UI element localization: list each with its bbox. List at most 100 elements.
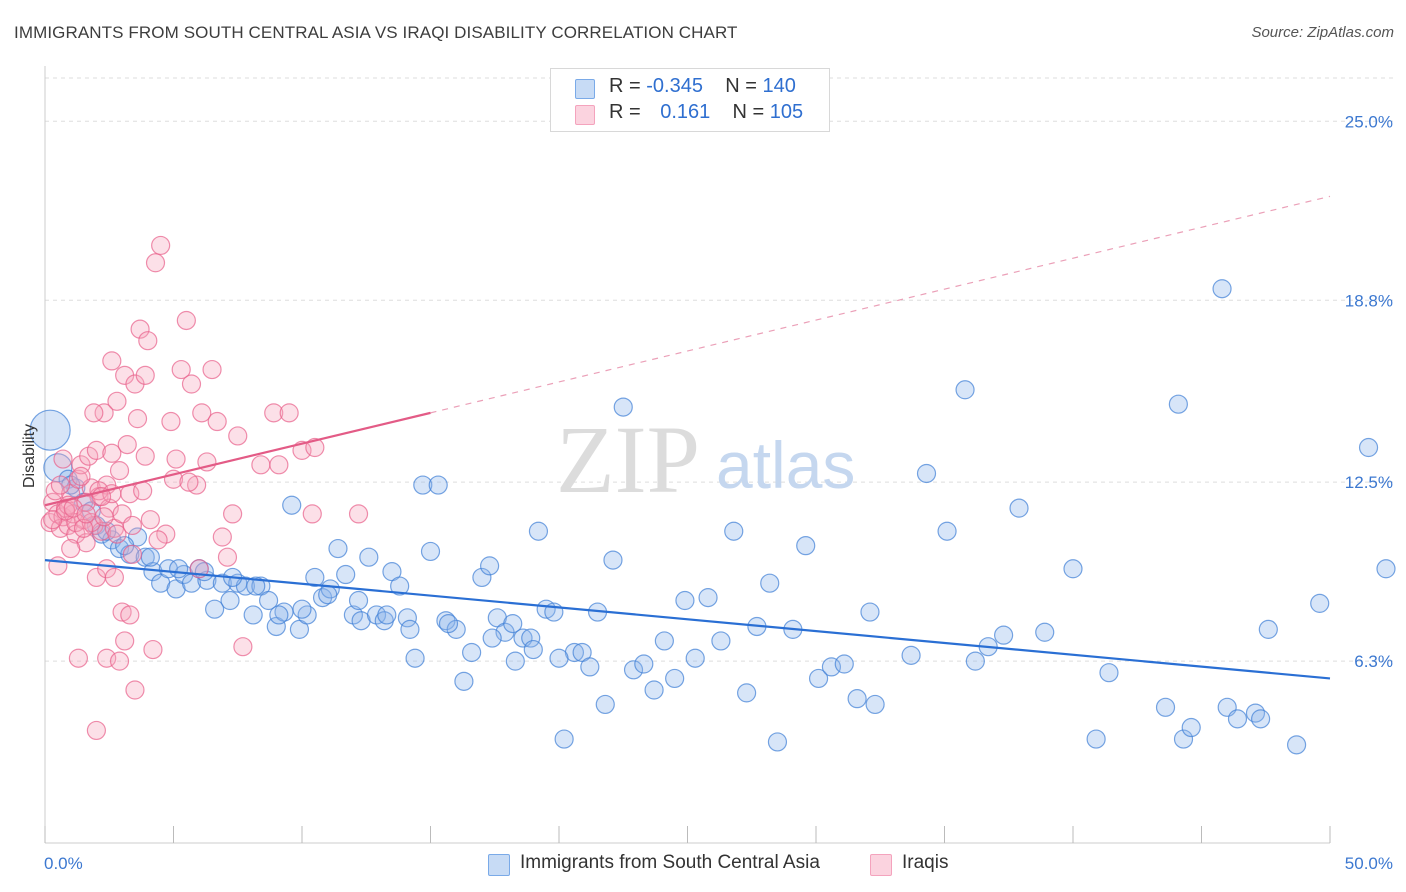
data-point	[480, 556, 500, 576]
data-point	[348, 590, 369, 611]
bottom-legend-label: Immigrants from South Central Asia	[520, 852, 820, 873]
data-point	[505, 651, 525, 671]
data-point	[243, 605, 263, 625]
data-point	[169, 559, 189, 579]
data-point	[1063, 559, 1083, 579]
data-point	[29, 409, 71, 451]
data-point	[438, 614, 459, 634]
data-point	[68, 648, 89, 668]
data-point	[528, 521, 549, 541]
data-point	[413, 475, 433, 495]
data-point	[115, 631, 135, 651]
data-point	[246, 576, 266, 596]
data-point	[151, 235, 171, 256]
data-point	[251, 455, 271, 475]
legend-r-label: R =	[609, 101, 647, 123]
data-point	[536, 599, 556, 619]
data-point	[1227, 709, 1248, 729]
data-point	[328, 538, 348, 559]
data-point	[73, 518, 94, 538]
data-point	[50, 475, 71, 495]
legend-r-value: -0.345	[646, 75, 703, 97]
data-point	[348, 504, 369, 524]
data-point	[318, 585, 338, 605]
data-point	[53, 449, 73, 469]
y-axis-label: Disability	[21, 424, 38, 488]
data-point	[205, 599, 225, 619]
data-point	[86, 440, 107, 460]
data-point	[305, 437, 325, 458]
data-point	[48, 556, 68, 576]
data-point	[644, 680, 664, 700]
data-point	[223, 504, 243, 524]
data-point	[212, 573, 232, 593]
data-point	[675, 590, 695, 611]
data-point	[724, 521, 744, 541]
data-point	[454, 671, 474, 691]
data-point	[698, 588, 718, 608]
data-point	[1009, 498, 1029, 518]
data-point	[122, 515, 142, 536]
data-point	[865, 694, 885, 715]
trend-line-iraqis	[44, 411, 431, 507]
y-tick-label: 6.3%	[1354, 652, 1393, 671]
data-point	[258, 590, 279, 611]
data-point	[187, 475, 207, 495]
data-point	[472, 567, 492, 588]
series-iraqis-points	[40, 235, 369, 741]
data-point	[86, 720, 107, 741]
data-point	[965, 651, 985, 671]
legend-n-label: N =	[732, 101, 770, 123]
data-point	[171, 359, 191, 380]
data-point	[220, 590, 240, 611]
watermark: ZIP atlas	[556, 406, 855, 513]
data-point	[109, 651, 130, 671]
data-point	[179, 472, 199, 492]
data-point	[135, 365, 155, 385]
data-point	[94, 403, 114, 423]
x-tick-label: 50.0%	[1345, 854, 1393, 873]
data-point	[102, 351, 122, 371]
data-point	[94, 507, 114, 527]
data-point	[1251, 709, 1271, 729]
data-point	[279, 403, 299, 423]
data-point	[109, 461, 130, 481]
data-point	[127, 409, 148, 429]
data-point	[359, 547, 379, 567]
data-point	[685, 648, 705, 668]
data-point	[613, 397, 633, 417]
correlation-legend: R = -0.345 N = 140 R = 0.161 N = 105	[550, 68, 830, 132]
data-point	[76, 504, 96, 524]
data-point	[737, 683, 757, 703]
data-point	[397, 608, 417, 628]
data-point	[1173, 729, 1194, 749]
data-point	[217, 547, 238, 567]
legend-n-value: 105	[769, 101, 804, 123]
data-point	[305, 567, 325, 588]
y-tick-label: 18.8%	[1345, 291, 1393, 310]
watermark-atlas: atlas	[716, 428, 855, 502]
data-point	[808, 668, 829, 689]
data-point	[834, 654, 854, 674]
data-point	[595, 694, 615, 715]
data-point	[181, 374, 202, 394]
data-point	[523, 639, 543, 660]
data-point	[297, 605, 317, 625]
data-point	[176, 310, 196, 331]
data-point	[711, 631, 731, 651]
data-point	[1358, 437, 1379, 458]
data-point	[343, 605, 363, 625]
data-point	[847, 689, 867, 709]
axes	[44, 66, 1331, 844]
data-point	[554, 729, 574, 749]
data-point	[207, 411, 227, 432]
bottom-legend-label: Iraqis	[902, 852, 949, 873]
data-point	[1168, 394, 1188, 414]
data-point	[202, 359, 222, 380]
data-point	[1258, 619, 1278, 639]
data-point	[61, 538, 81, 559]
data-point	[1181, 717, 1201, 738]
data-point	[264, 403, 284, 423]
data-point	[133, 481, 153, 501]
